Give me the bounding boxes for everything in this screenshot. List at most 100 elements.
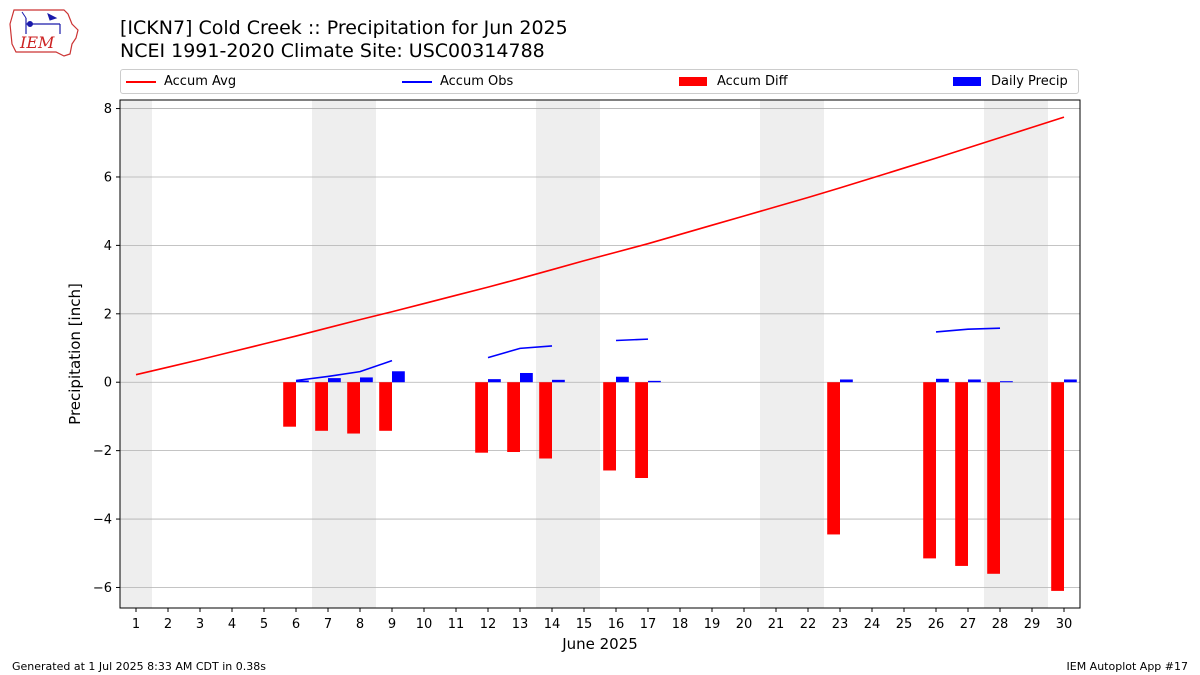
chart-title: [ICKN7] Cold Creek :: Precipitation for … (120, 17, 568, 39)
legend-label-accum-obs: Accum Obs (440, 74, 514, 89)
weekend-shade (760, 100, 792, 608)
x-tick-label: 23 (832, 617, 849, 632)
weekend-shade (792, 100, 824, 608)
daily-precip-bar (360, 377, 373, 383)
legend-label-daily-precip: Daily Precip (991, 74, 1068, 89)
accum-diff-bar (539, 382, 552, 459)
accum-diff-bar (475, 382, 488, 453)
legend-swatch-daily-precip (953, 73, 983, 91)
accum-obs-line (487, 345, 553, 359)
daily-precip-bar (552, 379, 565, 383)
y-tick-label: 0 (104, 376, 112, 391)
x-tick-label: 8 (356, 617, 364, 632)
x-tick-label: 6 (292, 617, 300, 632)
x-tick-label: 16 (608, 617, 625, 632)
iem-logo: IEM (9, 9, 79, 57)
accum-obs-line (295, 359, 393, 382)
daily-precip-bar (392, 371, 405, 383)
daily-precip-bar (840, 379, 853, 383)
daily-precip-bar (328, 378, 341, 383)
daily-precip-bar (488, 379, 501, 383)
chart-subtitle: NCEI 1991-2020 Climate Site: USC00314788 (120, 40, 545, 62)
y-tick-label: −4 (93, 513, 112, 528)
x-tick-label: 19 (704, 617, 721, 632)
legend-swatch-accum-avg (126, 73, 156, 91)
accum-diff-bar (923, 382, 936, 559)
x-tick-label: 24 (864, 617, 881, 632)
y-tick-label: 2 (104, 307, 112, 322)
accum-obs-line (935, 327, 1001, 333)
daily-precip-bar (1064, 379, 1077, 383)
y-tick-label: 4 (104, 239, 112, 254)
x-tick-label: 3 (196, 617, 204, 632)
x-tick-label: 14 (544, 617, 561, 632)
accum-diff-bar (603, 382, 616, 471)
x-tick-label: 5 (260, 617, 268, 632)
x-tick-label: 29 (1024, 617, 1041, 632)
x-axis-label: June 2025 (561, 635, 638, 653)
chart-legend: Accum Avg Accum Obs Accum Diff Daily Pre… (120, 69, 1079, 94)
y-axis-label: Precipitation [inch] (66, 283, 84, 425)
x-tick-label: 21 (768, 617, 785, 632)
logo-text: IEM (19, 33, 55, 52)
daily-precip-bar (648, 380, 661, 383)
accum-diff-bar (379, 382, 392, 431)
generated-timestamp: Generated at 1 Jul 2025 8:33 AM CDT in 0… (12, 660, 266, 673)
weather-station-icon (21, 11, 61, 34)
legend-swatch-accum-diff (679, 73, 709, 91)
daily-precip-bar (936, 378, 949, 383)
weekend-shade (536, 100, 568, 608)
daily-precip-bar (968, 379, 981, 383)
x-tick-label: 18 (672, 617, 689, 632)
weekend-shade (568, 100, 600, 608)
x-tick-label: 28 (992, 617, 1009, 632)
x-tick-label: 12 (480, 617, 497, 632)
iowa-map-outline (9, 9, 79, 57)
x-tick-label: 26 (928, 617, 945, 632)
weekend-shade (1016, 100, 1048, 608)
accum-diff-bar (955, 382, 968, 566)
plot-frame (119, 99, 1081, 609)
weekend-shade (120, 100, 152, 608)
accum-diff-bar (283, 382, 296, 427)
y-tick-label: −2 (93, 444, 112, 459)
y-tick-label: −6 (93, 581, 112, 596)
accum-avg-line (135, 116, 1065, 376)
x-tick-label: 22 (800, 617, 817, 632)
accum-diff-bar (1051, 382, 1064, 591)
x-tick-label: 2 (164, 617, 172, 632)
weekend-shade (312, 100, 344, 608)
y-tick-label: 8 (104, 102, 112, 117)
accum-diff-bar (635, 382, 648, 479)
daily-precip-bar (296, 380, 309, 383)
x-tick-label: 11 (448, 617, 465, 632)
legend-swatch-accum-obs (402, 73, 432, 91)
x-tick-label: 27 (960, 617, 977, 632)
accum-diff-bar (347, 382, 360, 434)
x-tick-label: 7 (324, 617, 332, 632)
daily-precip-bar (616, 376, 629, 383)
x-tick-label: 10 (416, 617, 433, 632)
x-tick-label: 20 (736, 617, 753, 632)
x-tick-label: 25 (896, 617, 913, 632)
x-tick-label: 1 (132, 617, 140, 632)
x-tick-label: 15 (576, 617, 593, 632)
daily-precip-bar (520, 372, 533, 383)
x-tick-label: 17 (640, 617, 657, 632)
accum-diff-bar (507, 382, 520, 453)
accum-diff-bar (315, 382, 328, 431)
legend-label-accum-diff: Accum Diff (717, 74, 788, 89)
x-tick-label: 4 (228, 617, 236, 632)
x-tick-label: 30 (1056, 617, 1073, 632)
weekend-shade (344, 100, 376, 608)
daily-precip-bar (1000, 381, 1013, 383)
app-credit: IEM Autoplot App #17 (1066, 660, 1189, 673)
y-tick-label: 6 (104, 170, 112, 185)
accum-diff-bar (987, 382, 1000, 574)
legend-label-accum-avg: Accum Avg (164, 74, 237, 89)
x-tick-label: 9 (388, 617, 396, 632)
accum-diff-bar (827, 382, 840, 535)
x-tick-label: 13 (512, 617, 529, 632)
accum-obs-line (615, 338, 649, 342)
